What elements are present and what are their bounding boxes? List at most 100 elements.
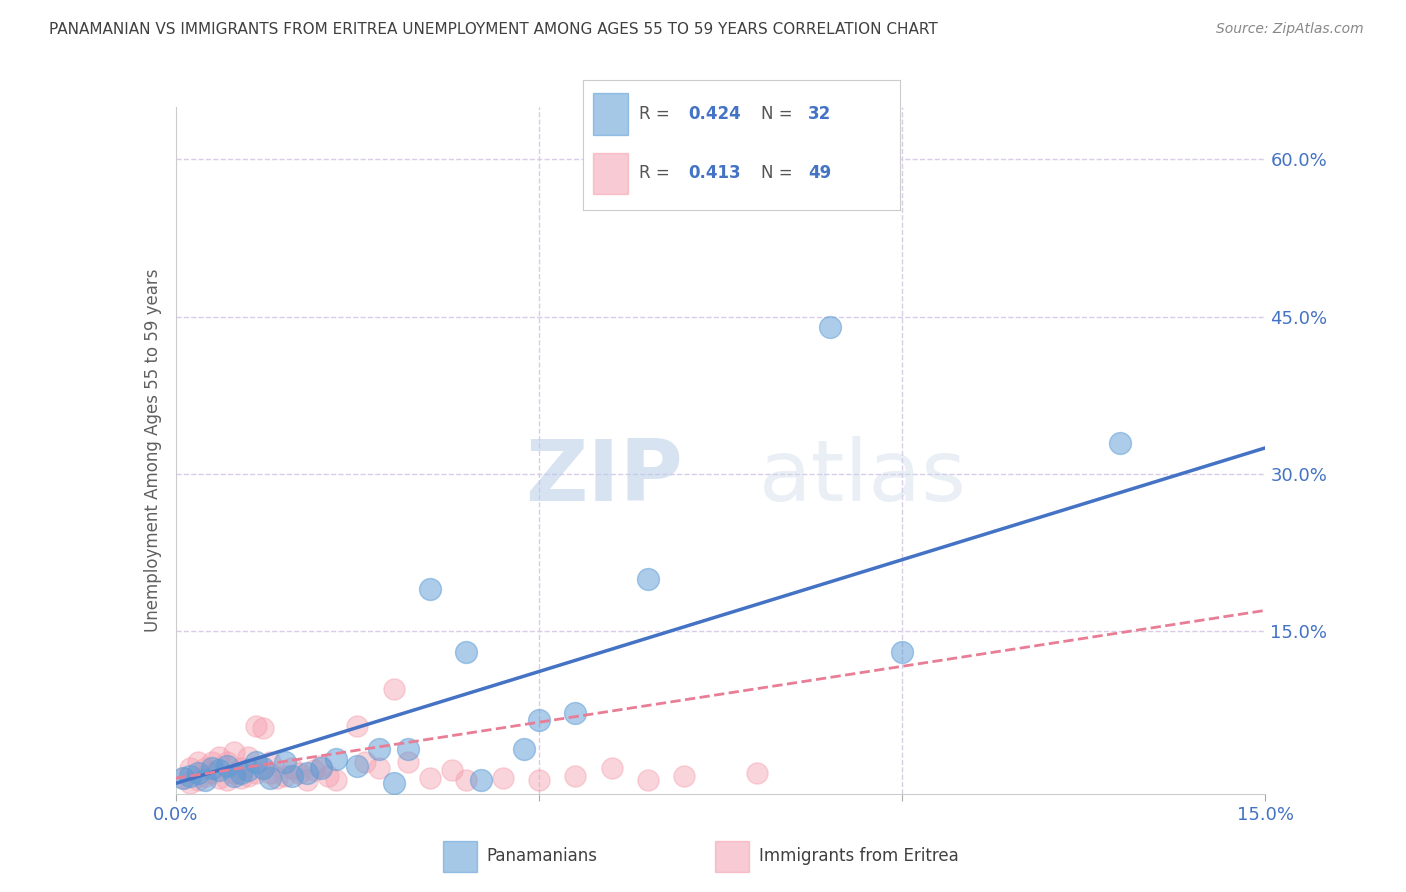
Point	[527, 714, 550, 728]
Text: 49: 49	[808, 164, 831, 182]
Point	[208, 771, 231, 785]
Bar	[443, 840, 477, 872]
Point	[172, 771, 194, 785]
Point	[1109, 435, 1132, 450]
Point	[201, 765, 224, 780]
Point	[600, 761, 623, 775]
Point	[259, 756, 281, 770]
Point	[186, 756, 209, 770]
Point	[231, 765, 253, 780]
Point	[745, 765, 768, 780]
Point	[637, 773, 659, 788]
Point	[637, 572, 659, 586]
Point	[274, 769, 297, 783]
Point	[818, 320, 841, 334]
Point	[238, 769, 260, 783]
Point	[186, 773, 209, 788]
Text: 0.413: 0.413	[688, 164, 741, 182]
Text: R =: R =	[638, 164, 669, 182]
Point	[309, 758, 332, 772]
Point	[396, 756, 419, 770]
Point	[201, 756, 224, 770]
Point	[238, 750, 260, 764]
Point	[382, 776, 405, 790]
Bar	[593, 153, 627, 194]
Point	[215, 773, 238, 788]
Text: Source: ZipAtlas.com: Source: ZipAtlas.com	[1216, 22, 1364, 37]
Point	[295, 773, 318, 788]
Text: atlas: atlas	[759, 436, 967, 519]
Point	[288, 765, 311, 780]
Point	[231, 771, 253, 785]
Point	[419, 582, 441, 597]
Text: Panamanians: Panamanians	[486, 847, 598, 865]
Point	[179, 776, 201, 790]
Text: Immigrants from Eritrea: Immigrants from Eritrea	[759, 847, 959, 865]
Text: R =: R =	[638, 105, 669, 123]
Point	[201, 761, 224, 775]
Point	[564, 769, 586, 783]
Point	[266, 771, 288, 785]
Point	[302, 763, 325, 777]
Point	[245, 756, 267, 770]
Point	[346, 758, 368, 772]
Text: 32: 32	[808, 105, 831, 123]
Point	[238, 763, 260, 777]
Y-axis label: Unemployment Among Ages 55 to 59 years: Unemployment Among Ages 55 to 59 years	[143, 268, 162, 632]
Point	[194, 773, 217, 788]
Point	[215, 756, 238, 770]
Text: PANAMANIAN VS IMMIGRANTS FROM ERITREA UNEMPLOYMENT AMONG AGES 55 TO 59 YEARS COR: PANAMANIAN VS IMMIGRANTS FROM ERITREA UN…	[49, 22, 938, 37]
Point	[368, 761, 391, 775]
Point	[673, 769, 696, 783]
Point	[325, 773, 347, 788]
Point	[456, 773, 478, 788]
Point	[527, 773, 550, 788]
Point	[222, 769, 245, 783]
Text: N =: N =	[761, 105, 792, 123]
Point	[245, 719, 267, 733]
Point	[396, 741, 419, 756]
Point	[186, 765, 209, 780]
Point	[245, 765, 267, 780]
Point	[259, 765, 281, 780]
Point	[194, 769, 217, 783]
Point	[891, 645, 914, 659]
Point	[353, 756, 375, 770]
Point	[215, 758, 238, 772]
Point	[382, 681, 405, 696]
Bar	[716, 840, 749, 872]
Point	[172, 771, 194, 785]
Point	[513, 741, 536, 756]
Point	[368, 741, 391, 756]
Point	[274, 756, 297, 770]
Point	[440, 763, 463, 777]
Text: N =: N =	[761, 164, 792, 182]
Point	[564, 706, 586, 720]
Point	[309, 761, 332, 775]
Point	[208, 763, 231, 777]
Point	[208, 750, 231, 764]
Point	[281, 761, 304, 775]
Point	[252, 721, 274, 735]
Point	[492, 771, 515, 785]
Point	[456, 645, 478, 659]
Point	[259, 771, 281, 785]
Point	[222, 745, 245, 759]
Point	[231, 761, 253, 775]
Point	[252, 761, 274, 775]
Bar	[593, 93, 627, 135]
Point	[222, 765, 245, 780]
Text: ZIP: ZIP	[524, 436, 682, 519]
Point	[179, 761, 201, 775]
Point	[318, 769, 340, 783]
Point	[194, 761, 217, 775]
Point	[346, 719, 368, 733]
Point	[281, 769, 304, 783]
Point	[325, 752, 347, 766]
Point	[295, 765, 318, 780]
Text: 0.424: 0.424	[688, 105, 741, 123]
Point	[419, 771, 441, 785]
Point	[252, 761, 274, 775]
Point	[470, 773, 492, 788]
Point	[179, 769, 201, 783]
